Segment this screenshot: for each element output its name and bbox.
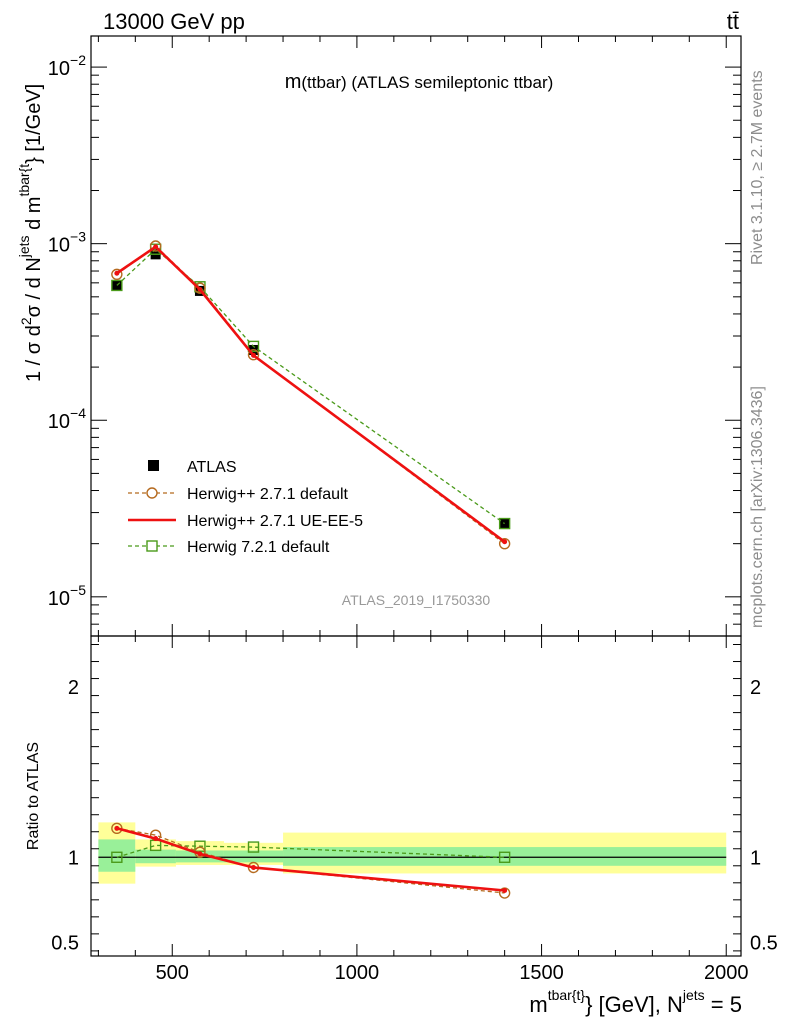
x-axis-label-part: } [GeV], N: [585, 992, 683, 1017]
uncertainty-band-inner: [98, 839, 136, 872]
y-tick-label: 10−4: [48, 405, 86, 433]
series-point-square: [194, 840, 206, 852]
uncertainty-band-inner: [283, 847, 727, 866]
series-point-square: [247, 340, 260, 353]
y-tick-label-exponent: −2: [70, 52, 86, 68]
x-tick-label: 1500: [519, 962, 564, 984]
series-point-square: [498, 517, 511, 530]
x-axis-label: mtbar{t}} [GeV], Njets = 5: [529, 987, 742, 1017]
series-point-square: [247, 841, 260, 853]
legend-label: ATLAS: [187, 459, 237, 476]
series-point-dot: [251, 352, 256, 358]
series-point-dot: [251, 864, 256, 870]
y-tick-label: 10−5: [48, 582, 86, 610]
plot-title-variable: m: [285, 71, 302, 93]
series-point-dot: [114, 825, 120, 831]
x-axis-label-sup: jets: [682, 987, 705, 1003]
x-axis-label-sup: tbar{t}: [548, 987, 586, 1003]
y-tick-label-exponent: −5: [70, 582, 86, 598]
plot-title-description: (ttbar) (ATLAS semileptonic ttbar): [301, 73, 553, 92]
plot-title: m(ttbar) (ATLAS semileptonic ttbar): [285, 71, 554, 93]
uncertainty-band-inner: [223, 850, 284, 863]
series-point-dot: [502, 887, 508, 893]
ratio-y-tick-label: 0.5: [51, 932, 79, 954]
y-axis-label-sup: jets: [16, 235, 32, 258]
legend-label: Herwig++ 2.7.1 default: [187, 486, 349, 503]
series-point-circle: [111, 268, 123, 281]
ratio-y-tick-label-right: 0.5: [750, 932, 778, 954]
analysis-watermark: ATLAS_2019_I1750330: [342, 592, 491, 608]
series-point-circle: [498, 537, 511, 550]
series-point-dot: [153, 836, 159, 842]
y-axis-label-sup: tbar{t: [16, 164, 32, 197]
y-tick-label-base: 10: [48, 411, 70, 433]
x-tick-label: 1000: [335, 962, 380, 984]
y-tick-label-base: 10: [48, 58, 70, 80]
series-point-square: [111, 279, 123, 292]
series-point-square: [111, 851, 123, 863]
legend-label: Herwig 7.2.1 default: [187, 539, 330, 556]
y-tick-label-base: 10: [48, 235, 70, 257]
main-panel: 10−510−410−310−2m(ttbar) (ATLAS semilept…: [16, 35, 742, 956]
header-process-label: 13000 GeV pp: [103, 9, 245, 34]
series-line-3: [116, 248, 505, 525]
x-tick-label: 500: [156, 962, 189, 984]
y-axis-label: 1 / σ d2σ / d Njets d mtbar{t} [1/GeV]: [16, 84, 45, 382]
series-point-circle: [247, 349, 260, 361]
ratio-y-tick-label: 1: [68, 847, 79, 869]
y-tick-label-exponent: −3: [70, 229, 86, 245]
uncertainty-band-inner: [175, 850, 224, 863]
atlas-data-point: [499, 518, 510, 529]
series-line-3: [116, 844, 505, 858]
x-axis-label-part: m: [529, 992, 547, 1017]
ratio-y-tick-label-right: 1: [750, 847, 761, 869]
series-point-dot: [153, 244, 159, 250]
rivet-version-label: Rivet 3.1.10, ≥ 2.7M events: [749, 70, 766, 265]
series-point-circle: [194, 282, 206, 294]
ratio-axis-label: Ratio to ATLAS: [25, 742, 42, 850]
y-axis-label-sup: 2: [18, 317, 34, 325]
series-point-dot: [114, 270, 120, 276]
legend-marker-data: [148, 460, 159, 471]
legend-marker-square: [146, 540, 158, 552]
y-axis-label-part: d m: [23, 197, 45, 236]
legend-label: Herwig++ 2.7.1 UE-EE-5: [187, 513, 363, 530]
legend-marker-circle: [146, 487, 158, 499]
series-point-dot: [502, 539, 508, 545]
series-point-dot: [197, 851, 203, 857]
series-point-dot: [197, 287, 203, 293]
y-tick-label-exponent: −4: [70, 405, 86, 421]
ratio-frame: [90, 635, 742, 957]
series-point-circle: [149, 240, 162, 252]
y-axis-label-part: σ / d N: [23, 257, 45, 317]
y-axis-label-part: } [1/GeV]: [23, 84, 45, 164]
ratio-y-tick-label-right: 2: [750, 677, 761, 699]
y-axis-label-part: 1 / σ d: [23, 325, 45, 382]
series-point-square: [498, 851, 511, 863]
mcplots-source-label: mcplots.cern.ch [arXiv:1306.3436]: [749, 386, 766, 628]
y-tick-label: 10−3: [48, 229, 86, 257]
header-final-state-label: tt̄: [727, 9, 739, 34]
uncertainty-band-inner: [135, 849, 176, 864]
atlas-data-point: [111, 280, 122, 291]
x-axis-label-part: = 5: [705, 992, 742, 1017]
y-tick-label-base: 10: [48, 588, 70, 610]
y-tick-label: 10−2: [48, 52, 86, 80]
x-tick-label: 2000: [704, 962, 749, 984]
ratio-y-tick-label: 2: [68, 677, 79, 699]
